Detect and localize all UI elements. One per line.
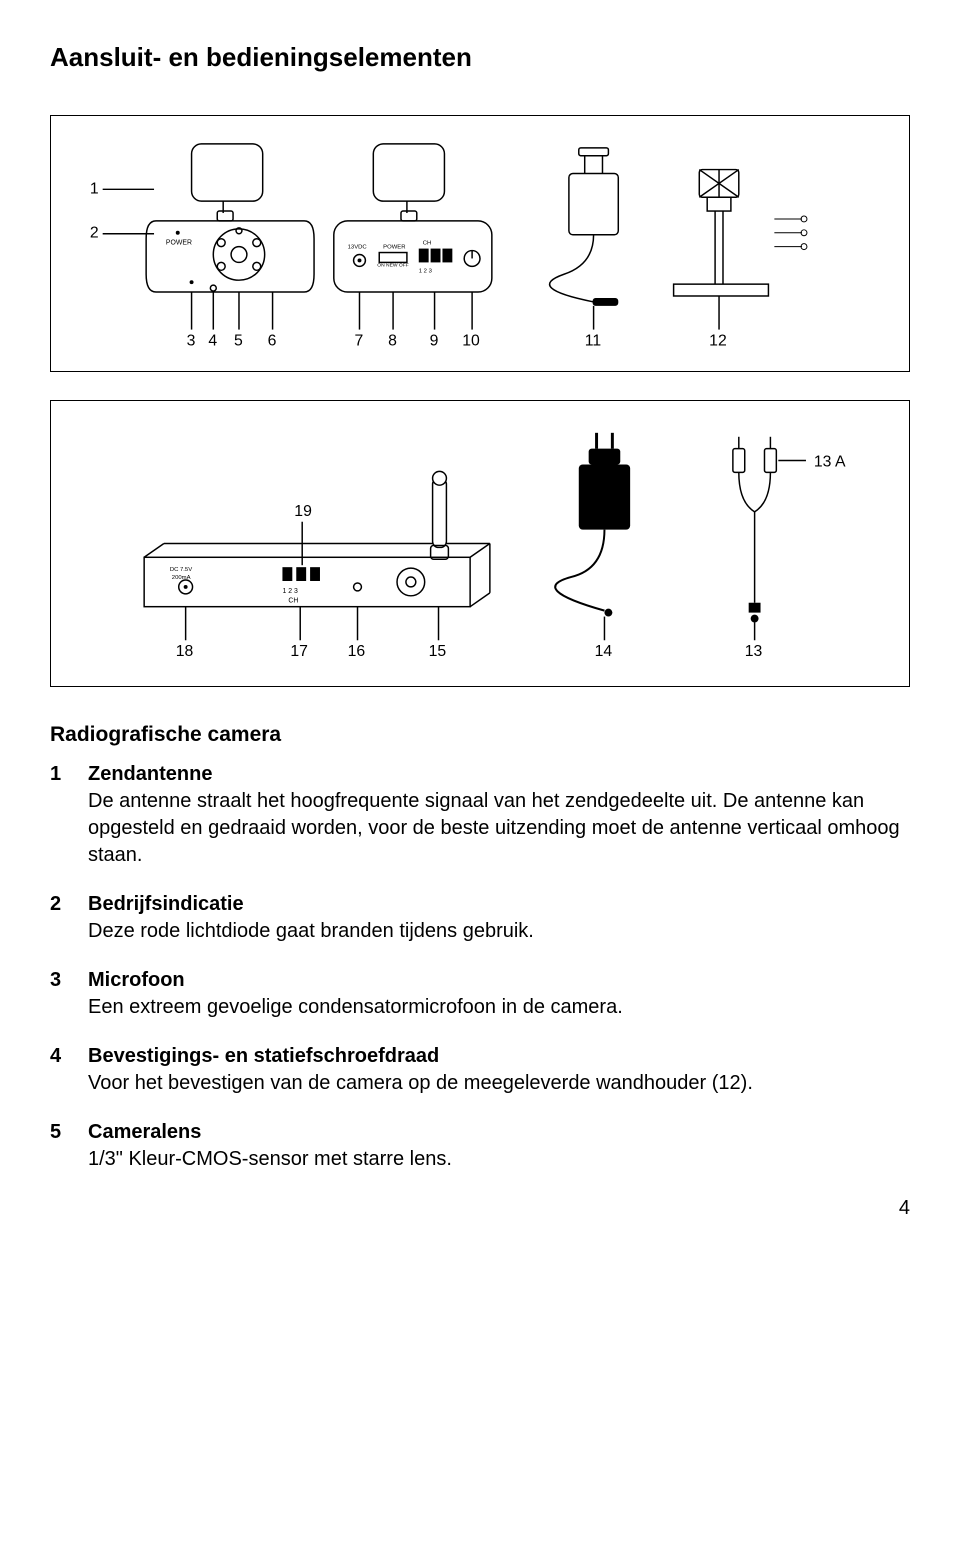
svg-text:10: 10 — [462, 332, 480, 349]
svg-text:11: 11 — [585, 332, 602, 349]
svg-text:18: 18 — [176, 643, 194, 660]
item-3-desc: Een extreem gevoelige condensatormicrofo… — [88, 996, 623, 1018]
item-4: 4 Bevestigings- en statiefschroefdraad V… — [50, 1043, 910, 1097]
item-4-num: 4 — [50, 1043, 88, 1097]
item-1-title: Zendantenne — [88, 763, 212, 785]
item-3-num: 3 — [50, 967, 88, 1021]
svg-text:19: 19 — [294, 503, 312, 520]
item-1: 1 Zendantenne De antenne straalt het hoo… — [50, 761, 910, 869]
item-2-title: Bedrijfsindicatie — [88, 893, 244, 915]
svg-text:CH: CH — [288, 598, 298, 605]
item-5: 5 Cameralens 1/3" Kleur-CMOS-sensor met … — [50, 1119, 910, 1173]
av-cable — [733, 437, 776, 623]
item-5-title: Cameralens — [88, 1121, 201, 1143]
item-2-num: 2 — [50, 891, 88, 945]
svg-text:12: 12 — [709, 332, 727, 349]
figure-1-svg: 1 2 POWER 3 4 5 6 — [75, 134, 885, 361]
svg-text:POWER: POWER — [383, 245, 405, 251]
svg-text:1 2 3: 1 2 3 — [419, 268, 433, 274]
svg-text:1 2 3: 1 2 3 — [282, 588, 298, 595]
figure-2: 1 2 3 CH 19 DC 7.5V 200mA 18 17 16 15 14 — [50, 400, 910, 687]
svg-text:9: 9 — [430, 332, 439, 349]
svg-text:14: 14 — [595, 643, 613, 660]
svg-text:7: 7 — [355, 332, 364, 349]
item-5-desc: 1/3" Kleur-CMOS-sensor met starre lens. — [88, 1148, 452, 1170]
svg-text:15: 15 — [429, 643, 447, 660]
item-4-desc: Voor het bevestigen van de camera op de … — [88, 1072, 753, 1094]
page-title: Aansluit- en bedieningselementen — [50, 40, 910, 75]
item-2: 2 Bedrijfsindicatie Deze rode lichtdiode… — [50, 891, 910, 945]
item-5-num: 5 — [50, 1119, 88, 1173]
item-4-title: Bevestigings- en statiefschroefdraad — [88, 1045, 439, 1067]
page-number: 4 — [50, 1195, 910, 1222]
svg-text:POWER: POWER — [166, 240, 192, 247]
figure-2-svg: 1 2 3 CH 19 DC 7.5V 200mA 18 17 16 15 14 — [75, 419, 885, 676]
item-2-desc: Deze rode lichtdiode gaat branden tijden… — [88, 920, 534, 942]
svg-text:200mA: 200mA — [172, 575, 191, 581]
svg-text:13VDC: 13VDC — [348, 245, 368, 251]
svg-text:3: 3 — [187, 332, 196, 349]
figure-1: 1 2 POWER 3 4 5 6 — [50, 115, 910, 372]
svg-text:CH: CH — [423, 241, 432, 247]
svg-text:16: 16 — [348, 643, 366, 660]
svg-text:DC 7.5V: DC 7.5V — [170, 567, 192, 573]
svg-text:4: 4 — [208, 332, 217, 349]
item-1-desc: De antenne straalt het hoogfrequente sig… — [88, 790, 900, 866]
section-head: Radiografische camera — [50, 721, 910, 749]
svg-text:ON NEW OFF: ON NEW OFF — [377, 262, 408, 268]
svg-text:13: 13 — [745, 643, 763, 660]
svg-text:17: 17 — [290, 643, 308, 660]
item-1-num: 1 — [50, 761, 88, 869]
item-3-title: Microfoon — [88, 969, 185, 991]
callout-2: 2 — [90, 225, 99, 242]
svg-text:6: 6 — [268, 332, 277, 349]
callout-1: 1 — [90, 180, 99, 197]
svg-text:8: 8 — [388, 332, 397, 349]
svg-text:5: 5 — [234, 332, 243, 349]
item-3: 3 Microfoon Een extreem gevoelige conden… — [50, 967, 910, 1021]
svg-text:13 A: 13 A — [814, 454, 846, 471]
